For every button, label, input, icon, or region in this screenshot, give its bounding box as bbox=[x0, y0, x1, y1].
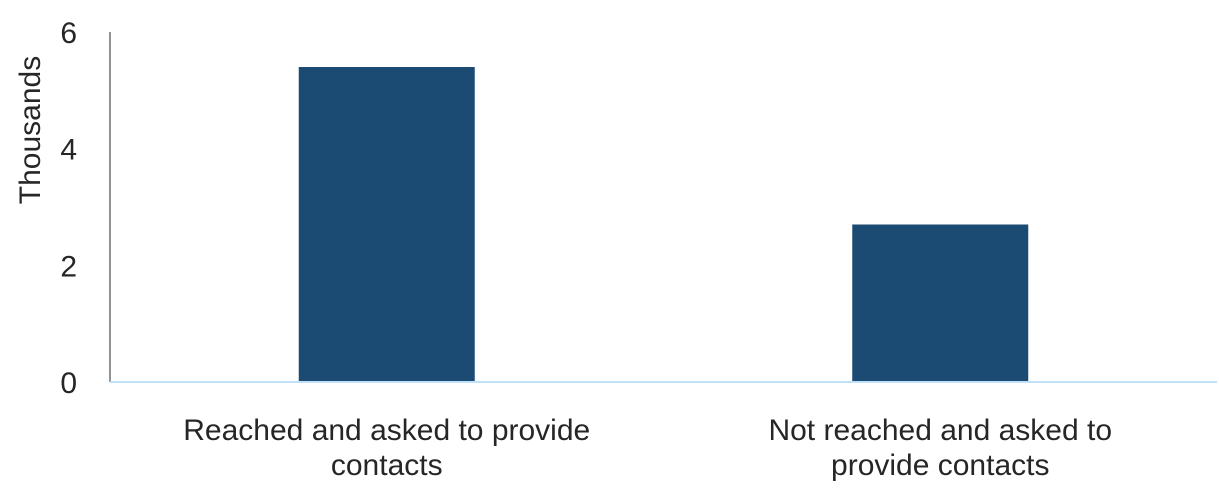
bar bbox=[852, 224, 1029, 382]
x-category-label-line: Reached and asked to provide bbox=[183, 414, 590, 447]
x-category-label-line: contacts bbox=[331, 449, 443, 482]
x-category-label: Not reached and asked to provide contacts bbox=[768, 414, 1112, 482]
bar bbox=[298, 67, 475, 382]
y-tick-label: 0 bbox=[60, 367, 77, 400]
y-axis-title: Thousands bbox=[14, 56, 47, 204]
y-tick-label: 2 bbox=[60, 250, 77, 283]
x-category-label-line: provide contacts bbox=[831, 449, 1049, 482]
x-category-label-line: Not reached and asked to bbox=[768, 414, 1112, 447]
y-tick-label: 4 bbox=[60, 134, 77, 167]
y-tick-label: 6 bbox=[60, 17, 77, 50]
x-category-label: Reached and asked to provide contacts bbox=[183, 414, 590, 482]
